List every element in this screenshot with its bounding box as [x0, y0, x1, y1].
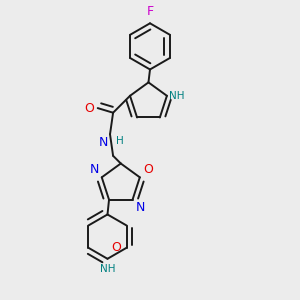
Text: O: O — [84, 102, 94, 115]
Text: H: H — [116, 136, 123, 146]
Text: N: N — [89, 163, 99, 176]
Text: O: O — [143, 163, 153, 176]
Text: NH: NH — [169, 91, 185, 101]
Text: O: O — [111, 241, 121, 254]
Text: NH: NH — [100, 264, 115, 274]
Text: N: N — [136, 201, 145, 214]
Text: F: F — [146, 5, 154, 18]
Text: N: N — [99, 136, 109, 149]
